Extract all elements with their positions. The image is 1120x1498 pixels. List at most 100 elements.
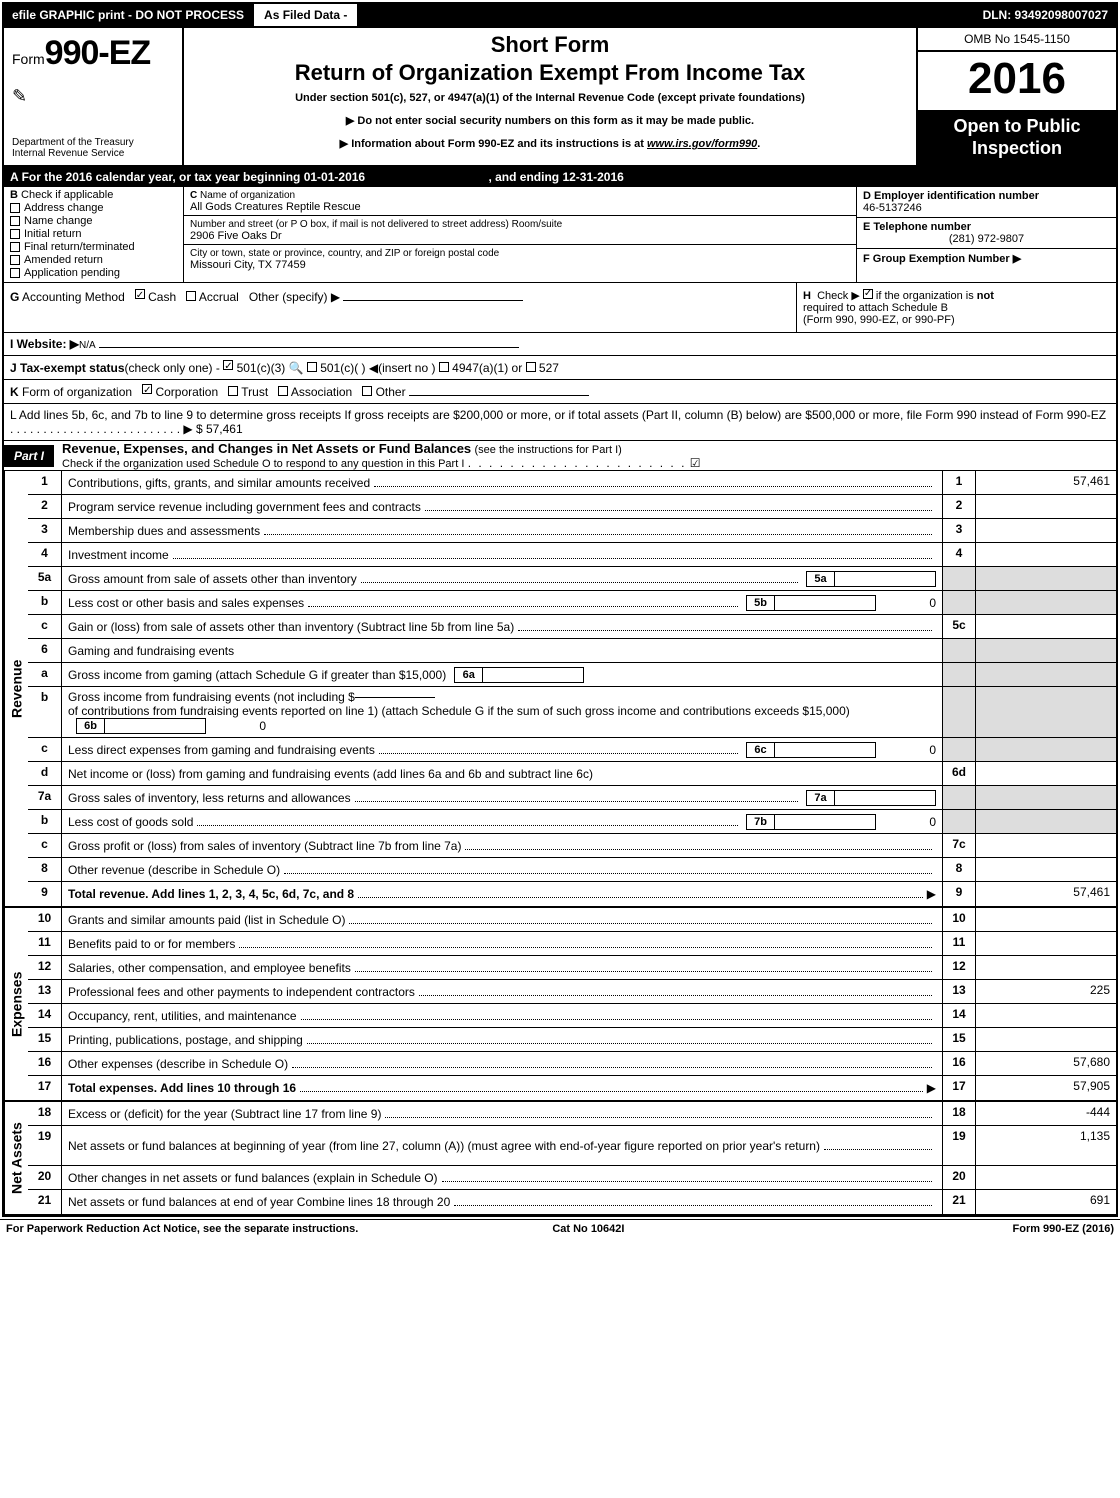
phone-value: (281) 972-9807	[863, 233, 1110, 245]
j-insert: ◀(insert no )	[369, 361, 436, 375]
line-14-rnum: 14	[942, 1004, 976, 1027]
line-5c-rnum: 5c	[942, 615, 976, 638]
checkbox-501c3[interactable]	[223, 360, 233, 370]
checkbox-h[interactable]	[863, 289, 873, 299]
footer: For Paperwork Reduction Act Notice, see …	[0, 1219, 1120, 1238]
section-b: B Check if applicable Address change Nam…	[4, 187, 1116, 283]
line-9-arrow: ▶	[927, 887, 936, 901]
line-7a-ib: 7a	[807, 791, 835, 805]
header: Form990-EZ ✎ Department of the Treasury …	[4, 28, 1116, 167]
checkbox-other-org[interactable]	[362, 386, 372, 396]
b-label: B	[10, 189, 18, 201]
row-a-text: For the 2016 calendar year, or tax year …	[22, 170, 304, 184]
cb-initial-return-label: Initial return	[24, 228, 81, 240]
checkbox-initial-return[interactable]	[10, 229, 20, 239]
line-2-rnum: 2	[942, 495, 976, 518]
line-7b-num: b	[28, 810, 62, 833]
line-2-desc: Program service revenue including govern…	[68, 500, 421, 514]
netassets-side-label: Net Assets	[4, 1102, 28, 1214]
line-7c-rnum: 7c	[942, 834, 976, 857]
line-11-desc: Benefits paid to or for members	[68, 937, 235, 951]
line-6a-num: a	[28, 663, 62, 686]
line-5a-ib: 5a	[807, 572, 835, 586]
k-label: K	[10, 385, 19, 399]
c-text: Name of organization	[200, 190, 295, 201]
c-label: C	[190, 190, 197, 201]
line-6b-desc1: Gross income from fundraising events (no…	[68, 690, 355, 704]
line-6b-blank[interactable]	[355, 697, 435, 698]
cb-address-change-label: Address change	[24, 202, 104, 214]
checkbox-527[interactable]	[526, 362, 536, 372]
line-16-desc: Other expenses (describe in Schedule O)	[68, 1057, 288, 1071]
checkbox-amended-return[interactable]	[10, 255, 20, 265]
checkbox-accrual[interactable]	[186, 291, 196, 301]
form-no: 990-EZ	[45, 34, 151, 72]
line-9-num: 9	[28, 882, 62, 906]
line-6d-val	[976, 762, 1116, 785]
checkbox-cash[interactable]	[135, 289, 145, 299]
d-label: D Employer identification number	[863, 190, 1039, 202]
tax-year: 2016	[918, 52, 1116, 110]
irs-link[interactable]: www.irs.gov/form990	[647, 138, 757, 150]
j-501c: 501(c)( )	[320, 361, 365, 375]
checkbox-4947[interactable]	[439, 362, 449, 372]
other-input[interactable]	[343, 300, 523, 301]
row-g: G Accounting Method Cash Accrual Other (…	[4, 283, 1116, 333]
line-1-rnum: 1	[942, 471, 976, 494]
row-a-mid: , and ending	[488, 170, 562, 184]
part-1-checkbox[interactable]: ☑	[690, 456, 701, 470]
checkbox-trust[interactable]	[228, 386, 238, 396]
line-6b-ib: 6b	[77, 719, 105, 733]
line-17-num: 17	[28, 1076, 62, 1100]
line-6c-num: c	[28, 738, 62, 761]
checkbox-address-change[interactable]	[10, 203, 20, 213]
line-15-num: 15	[28, 1028, 62, 1051]
checkbox-final-return[interactable]	[10, 242, 20, 252]
k-other-input[interactable]	[409, 395, 589, 396]
line-7b-desc: Less cost of goods sold	[68, 815, 193, 829]
line-12-num: 12	[28, 956, 62, 979]
footer-mid: Cat No 10642I	[552, 1223, 624, 1235]
line-21-rnum: 21	[942, 1190, 976, 1214]
row-j: J Tax-exempt status(check only one) - 50…	[4, 356, 1116, 380]
line-3-desc: Membership dues and assessments	[68, 524, 260, 538]
line-3-val	[976, 519, 1116, 542]
dept-treasury: Department of the Treasury	[12, 137, 174, 148]
line-5c-num: c	[28, 615, 62, 638]
line-8-num: 8	[28, 858, 62, 881]
part-1-check-line: Check if the organization used Schedule …	[62, 458, 464, 470]
line-6c-rnum	[942, 738, 976, 761]
k-other: Other	[376, 385, 406, 399]
line-6c-tail: 0	[876, 743, 936, 757]
top-bar: efile GRAPHIC print - DO NOT PROCESS As …	[4, 4, 1116, 28]
efile-label: efile GRAPHIC print - DO NOT PROCESS	[12, 8, 244, 22]
line-17-val: 57,905	[976, 1076, 1116, 1100]
j-label: J Tax-exempt status	[10, 361, 125, 375]
j-4947: 4947(a)(1) or	[452, 361, 522, 375]
line-13-val: 225	[976, 980, 1116, 1003]
checkbox-application-pending[interactable]	[10, 268, 20, 278]
org-name: All Gods Creatures Reptile Rescue	[190, 201, 361, 213]
line-2-num: 2	[28, 495, 62, 518]
line-5a-desc: Gross amount from sale of assets other t…	[68, 572, 357, 586]
k-assoc: Association	[291, 385, 352, 399]
line-6c-val	[976, 738, 1116, 761]
line-6b-desc2: of contributions from fundraising events…	[68, 704, 850, 718]
checkbox-corporation[interactable]	[142, 384, 152, 394]
checkbox-501c[interactable]	[307, 362, 317, 372]
line-18-rnum: 18	[942, 1102, 976, 1125]
line-12-desc: Salaries, other compensation, and employ…	[68, 961, 351, 975]
return-title: Return of Organization Exempt From Incom…	[194, 60, 906, 86]
k-text: Form of organization	[22, 385, 132, 399]
accrual-label: Accrual	[199, 290, 239, 304]
line-10-desc: Grants and similar amounts paid (list in…	[68, 913, 345, 927]
line-7b-rnum	[942, 810, 976, 833]
e-label: E Telephone number	[863, 221, 971, 233]
checkbox-association[interactable]	[278, 386, 288, 396]
row-l: L Add lines 5b, 6c, and 7b to line 9 to …	[4, 404, 1116, 440]
line-7a-val	[976, 786, 1116, 809]
line-6-num: 6	[28, 639, 62, 662]
g-label: G	[10, 290, 19, 304]
city-value: Missouri City, TX 77459	[190, 259, 306, 271]
checkbox-name-change[interactable]	[10, 216, 20, 226]
